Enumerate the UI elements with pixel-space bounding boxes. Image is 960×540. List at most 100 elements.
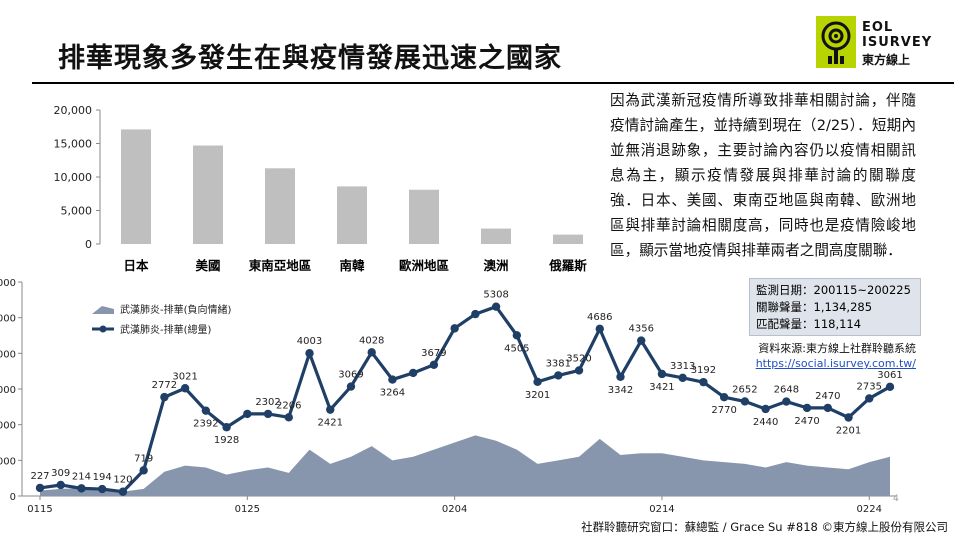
bar-category-label: 美國 — [195, 258, 220, 273]
bar-category-label: 南韓 — [339, 258, 365, 273]
legend-area-label: 武漢肺炎-排華(負向情緒) — [120, 303, 232, 316]
line-y-tick-label: 2000 — [0, 421, 16, 432]
line-data-label: 309 — [51, 468, 70, 479]
line-point — [56, 480, 65, 490]
line-point — [491, 302, 501, 311]
source-note: 資料來源:東方線上社群聆聽系統 https://social.isurvey.c… — [716, 341, 916, 371]
line-point — [346, 382, 356, 391]
source-link[interactable]: https://social.isurvey.com.tw/ — [755, 357, 916, 370]
line-x-tick-label: 0224 — [857, 504, 882, 515]
line-point — [118, 487, 128, 496]
line-data-label: 2735 — [857, 381, 882, 392]
bar-chart: 0 5,000 10,000 15,000 20,000 日本 美國 東南亞地區 南韓 歐洲地區 澳… — [54, 104, 588, 273]
description-text: 因為武漢新冠疫情所導致排華相關討論，伴隨疫情討論產生，並持續到現在（2/25）．… — [610, 92, 916, 259]
matched-volume: 匹配聲量：118,114 — [756, 317, 862, 331]
line-data-label: 3313 — [670, 361, 695, 372]
legend-line-marker — [99, 325, 107, 333]
line-data-label: 2652 — [732, 384, 757, 395]
line-point — [97, 484, 107, 494]
bar — [193, 145, 223, 244]
line-data-label: 3381 — [546, 358, 571, 369]
line-point — [782, 397, 791, 406]
line-y-tick-label: 4000 — [0, 349, 16, 360]
line-data-label: 2648 — [774, 385, 799, 396]
line-data-label: 2421 — [318, 418, 343, 429]
line-data-label: 2206 — [276, 400, 301, 411]
line-point — [139, 466, 148, 475]
bar-y-tick-label: 20,000 — [54, 104, 93, 117]
line-data-label: 2470 — [794, 416, 819, 427]
line-point — [802, 403, 812, 413]
line-data-label: 2772 — [152, 380, 177, 391]
line-point — [844, 413, 853, 422]
line-data-label: 120 — [113, 475, 132, 486]
eye-logo-icon — [816, 16, 856, 68]
bar — [481, 228, 511, 244]
bar — [337, 186, 367, 244]
monitoring-info-box: 監測日期：200115~200225 關聯聲量：1,134,285 匹配聲量：1… — [749, 278, 921, 336]
line-data-label: 3201 — [525, 390, 550, 401]
line-point — [388, 375, 397, 384]
line-point — [450, 324, 459, 333]
footer-text: 社群聆聽研究窗口：蘇總監 / Grace Su #818 ©東方線上股份有限公司 — [581, 520, 948, 534]
related-volume: 關聯聲量：1,134,285 — [756, 300, 873, 314]
bar — [553, 234, 583, 244]
line-data-label: 1928 — [214, 435, 239, 446]
bar-category-label: 俄羅斯 — [548, 258, 587, 273]
line-x-tick-label: 0115 — [27, 504, 52, 515]
bar — [121, 129, 151, 244]
line-point — [284, 413, 293, 422]
page-number: 4 — [893, 494, 899, 504]
line-point — [263, 409, 273, 419]
line-point — [574, 366, 584, 375]
line-point — [222, 423, 231, 432]
line-data-label: 2392 — [193, 419, 218, 430]
bar — [409, 189, 439, 244]
line-y-tick-label: 5000 — [0, 314, 16, 325]
line-chart: 0 1000 2000 3000 4000 5000 6000 0115 0125 0204 021… — [0, 278, 903, 515]
line-data-label: 2770 — [711, 405, 736, 416]
logo-text-line3: 東方線上 — [862, 53, 911, 67]
bar-category-label: 澳洲 — [483, 258, 508, 273]
line-point — [429, 360, 439, 369]
brand-logo: EOL ISURVEY 東方線上 — [816, 16, 936, 72]
line-data-label: 4356 — [628, 324, 653, 335]
title-divider — [32, 82, 954, 84]
line-data-label: 719 — [134, 453, 153, 464]
monitoring-date: 監測日期：200115~200225 — [756, 283, 911, 297]
logo-text-line1: EOL — [862, 20, 894, 35]
line-point — [554, 371, 563, 380]
line-data-label: 3021 — [172, 371, 197, 382]
bar-y-tick-label: 0 — [85, 238, 92, 251]
line-data-label: 5308 — [483, 290, 508, 301]
line-x-tick-label: 0125 — [235, 504, 260, 515]
line-point — [657, 369, 667, 379]
line-point — [512, 331, 522, 340]
line-data-label: 227 — [30, 471, 49, 482]
line-data-label: 3421 — [649, 382, 674, 393]
line-point — [761, 404, 770, 414]
line-point — [201, 406, 211, 415]
line-point — [326, 405, 335, 414]
line-data-label: 4003 — [297, 336, 322, 347]
line-data-label: 3342 — [608, 385, 633, 396]
line-data-label: 3679 — [421, 348, 446, 359]
line-data-label: 4028 — [359, 335, 384, 346]
line-data-label: 4686 — [587, 312, 612, 323]
line-point — [719, 393, 729, 402]
line-point — [865, 394, 874, 403]
line-y-tick-label: 1000 — [0, 456, 16, 467]
bar-y-tick-label: 5,000 — [61, 205, 93, 218]
line-point — [616, 372, 625, 382]
area-series-negative — [40, 435, 890, 496]
line-point — [885, 382, 895, 392]
line-data-label: 3520 — [566, 353, 591, 364]
line-point — [471, 309, 480, 319]
line-point — [595, 324, 604, 334]
line-data-label: 214 — [72, 471, 91, 482]
line-point — [408, 368, 418, 378]
line-data-label: 2470 — [815, 391, 840, 402]
logo-text-line2: ISURVEY — [862, 35, 933, 50]
line-point — [699, 377, 708, 387]
line-point — [367, 348, 376, 357]
